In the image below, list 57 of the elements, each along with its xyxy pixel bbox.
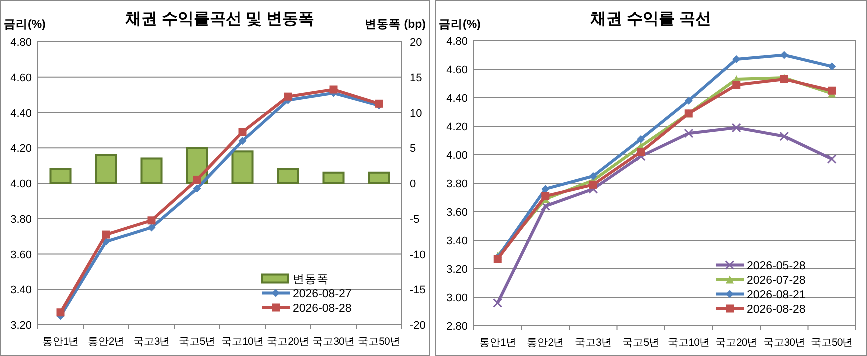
x-tick-label: 통안2년 [88,336,125,348]
y-tick-label: 4.60 [10,72,32,84]
y-tick-label: 2.80 [446,321,468,333]
x-tick-label: 국고10년 [668,337,710,349]
legend-label: 2026-08-21 [747,289,806,302]
x-tick-label: 국고30년 [312,336,355,348]
y-tick-label: 3.80 [10,214,32,226]
x-tick-label: 국고30년 [763,337,806,349]
y-tick-label: 3.80 [446,178,468,190]
x-tick-label: 통안1년 [42,336,80,348]
y-axis-title: 금리(%) [439,18,482,31]
legend-label: 2026-08-28 [747,304,806,316]
legend-label: 2026-08-28 [293,302,352,315]
y2-tick-label: -15 [410,284,426,297]
x-tick-label: 국고10년 [222,336,264,348]
chart-title: 채권 수익률곡선 및 변동폭 [124,11,315,28]
y2-tick-label: 10 [410,108,422,120]
y-axis-title: 금리(%) [4,18,46,31]
legend-label: 변동폭 [293,274,329,286]
x-tick-label: 국고20년 [716,337,758,349]
x-tick-label: 국고5년 [178,336,216,348]
y-tick-label: 3.60 [446,207,468,219]
y2-tick-label: -10 [410,249,426,262]
y-tick-label: 4.20 [10,143,32,156]
y-tick-label: 3.20 [10,320,32,332]
y-tick-label: 4.80 [10,37,32,49]
x-tick-label: 국고20년 [267,336,310,348]
y-tick-label: 3.40 [446,236,468,248]
legend-label: 2026-08-27 [293,288,352,300]
x-tick-label: 국고50년 [811,337,854,349]
y-tick-label: 4.00 [446,150,468,162]
y2-tick-label: -20 [410,320,426,332]
y-tick-label: 3.00 [446,292,468,304]
y-tick-label: 3.40 [10,284,32,297]
y2-tick-label: -5 [410,214,420,226]
y2-tick-label: 5 [410,143,416,156]
y2-tick-label: 15 [410,72,422,84]
y2-tick-label: 0 [410,178,416,190]
y-tick-label: 3.20 [446,264,468,276]
y-tick-label: 4.60 [446,64,468,76]
y-tick-label: 4.20 [446,122,468,134]
x-tick-label: 국고50년 [358,336,400,348]
x-tick-label: 통안1년 [479,337,516,349]
y2-axis-title: 변동폭 (bp) [365,18,426,31]
y-tick-label: 3.60 [10,249,32,262]
y-tick-label: 4.40 [446,93,468,105]
legend-label: 2026-05-28 [747,260,806,272]
y-tick-label: 4.00 [10,178,32,190]
y-tick-label: 4.80 [446,36,468,48]
x-tick-label: 국고3년 [574,337,612,349]
x-tick-label: 통안2년 [527,337,564,349]
y-tick-label: 4.40 [10,108,32,120]
x-tick-label: 국고5년 [622,337,660,349]
chart-title: 채권 수익률 곡선 [590,11,712,28]
legend-label: 2026-07-28 [747,274,806,287]
x-tick-label: 국고3년 [133,336,170,348]
y2-tick-label: 20 [410,37,422,49]
